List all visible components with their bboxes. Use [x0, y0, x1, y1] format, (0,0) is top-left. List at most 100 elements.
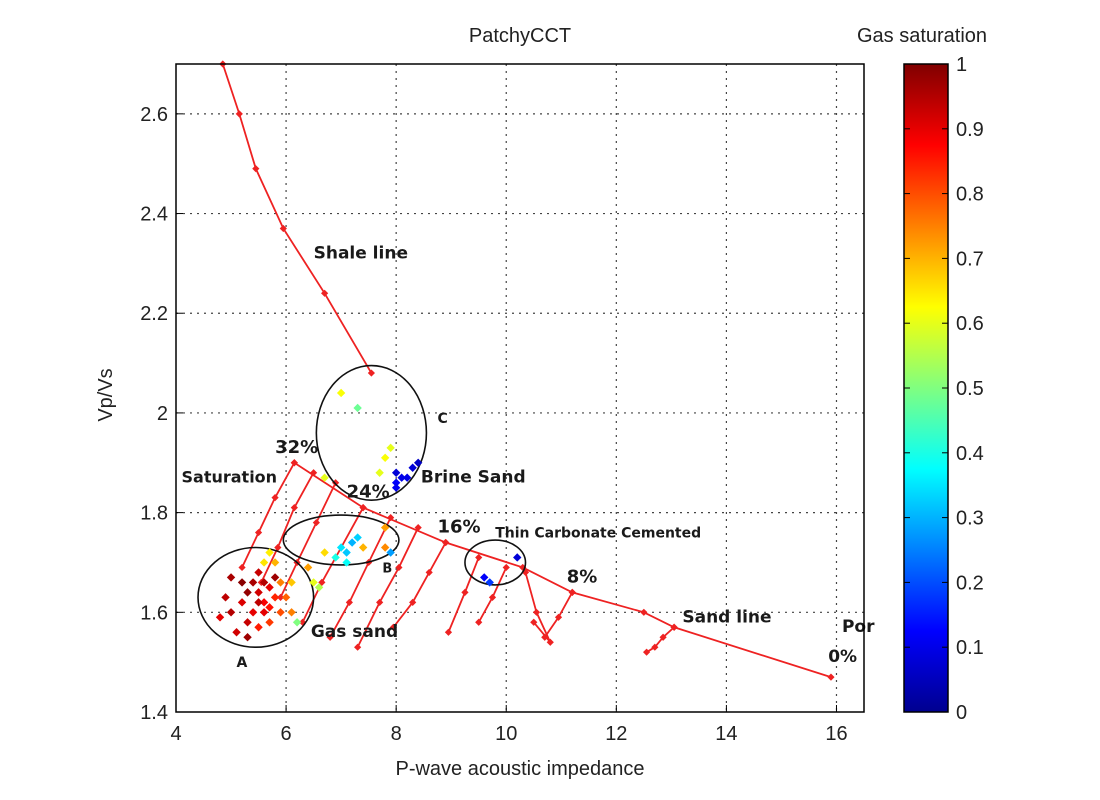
- annotation-label: 24%: [347, 482, 390, 503]
- data-point: [226, 573, 236, 582]
- data-point: [265, 603, 274, 612]
- annotation-label: A: [237, 655, 248, 671]
- cluster-ellipses: [197, 364, 527, 648]
- colorbar-tick-label: 0: [956, 702, 967, 724]
- data-point: [243, 618, 252, 627]
- saturation-line-marker: [541, 633, 549, 641]
- data-point: [386, 443, 395, 453]
- chart-title: PatchyCCT: [469, 25, 571, 47]
- data-point: [292, 618, 302, 627]
- saturation-line-marker: [532, 608, 541, 616]
- annotation-label: Brine Sand: [421, 468, 526, 488]
- saturation-line-marker: [475, 618, 483, 626]
- saturation-line: [392, 542, 447, 628]
- y-tick-label: 2.4: [140, 204, 168, 226]
- saturation-line-marker: [444, 628, 453, 636]
- saturation-line-marker: [502, 563, 510, 572]
- cluster-ellipse: [464, 539, 527, 586]
- data-point: [485, 578, 494, 587]
- data-point: [353, 403, 362, 413]
- data-point: [331, 553, 340, 562]
- colorbar-tick-label: 0.2: [956, 572, 984, 594]
- data-point: [237, 598, 247, 607]
- annotation-label: B: [382, 561, 392, 576]
- data-point: [380, 453, 390, 462]
- annotation-label: 8%: [567, 566, 598, 587]
- axis-ticks: 4 6 8 10 12 14 16 1.4 1.6 1.8 2 2.2 2.4 2.6: [140, 104, 847, 745]
- colorbar-tick-label: 0.4: [956, 443, 984, 465]
- x-tick-label: 6: [281, 723, 292, 745]
- data-point: [254, 568, 263, 577]
- data-point: [215, 613, 225, 622]
- data-point: [287, 578, 296, 587]
- saturation-line-marker: [409, 598, 417, 606]
- data-point: [243, 588, 252, 597]
- data-point: [276, 608, 285, 617]
- saturation-line: [241, 462, 296, 568]
- saturation-line-marker: [276, 593, 285, 601]
- sand-line-marker: [827, 673, 835, 681]
- annotation-label: Thin Carbonate Cemented: [495, 526, 701, 542]
- x-tick-label: 12: [605, 723, 627, 745]
- saturation-line-marker: [521, 568, 530, 577]
- data-point: [265, 548, 274, 557]
- data-point: [221, 593, 230, 602]
- saturation-line: [524, 572, 552, 643]
- data-point: [386, 548, 395, 557]
- shale-line-marker: [367, 369, 375, 377]
- data-point: [265, 618, 274, 627]
- data-point: [353, 533, 362, 542]
- saturation-line-marker: [568, 588, 576, 596]
- data-point: [320, 548, 329, 557]
- annotation-label: Sand line: [682, 607, 771, 627]
- annotation-label: 16%: [437, 517, 480, 538]
- shale-line: [221, 63, 373, 374]
- cluster-ellipse: [315, 364, 428, 501]
- colorbar-tick-label: 0.8: [956, 184, 984, 206]
- colorbar-tick-label: 0.3: [956, 508, 984, 530]
- data-point: [513, 553, 522, 562]
- annotation-label: Por: [842, 617, 875, 637]
- data-point: [320, 473, 329, 482]
- data-point: [259, 558, 269, 567]
- annotation-label: Saturation: [182, 468, 278, 487]
- y-tick-label: 2: [157, 403, 168, 425]
- data-point: [259, 598, 269, 607]
- data-point: [342, 548, 351, 557]
- data-point: [397, 473, 406, 482]
- saturation-line: [279, 482, 337, 598]
- colorbar-tick-label: 0.6: [956, 313, 984, 335]
- annotation-label: Shale line: [314, 243, 408, 263]
- data-point: [413, 458, 423, 467]
- colorbar-tick-label: 0.9: [956, 119, 984, 141]
- colorbar-label: Gas saturation: [857, 25, 987, 47]
- saturation-line-marker: [442, 538, 450, 547]
- saturation-line-marker: [530, 618, 538, 626]
- saturation-line-marker: [312, 518, 320, 527]
- saturation-line-marker: [354, 643, 362, 651]
- data-point: [391, 483, 401, 492]
- annotation-label: 32%: [275, 437, 318, 458]
- saturation-line: [329, 517, 392, 638]
- sand-line: [293, 462, 832, 678]
- data-point: [248, 578, 258, 587]
- saturation-line-marker: [395, 563, 403, 572]
- colorbar-tick-label: 1: [956, 54, 967, 76]
- data-point: [237, 578, 247, 587]
- saturation-line-marker: [488, 593, 497, 601]
- data-point: [480, 573, 489, 582]
- data-point: [358, 543, 368, 552]
- saturation-line-marker: [326, 633, 334, 641]
- saturation-line-marker: [414, 523, 422, 532]
- saturation-line-marker: [659, 633, 667, 641]
- annotation-label: Gas sand: [311, 622, 398, 642]
- x-tick-label: 10: [495, 723, 517, 745]
- saturation-line: [646, 626, 675, 653]
- data-point: [309, 578, 318, 587]
- saturation-line-marker: [298, 618, 307, 626]
- saturation-line-marker: [389, 623, 398, 631]
- saturation-line-marker: [642, 648, 651, 656]
- y-tick-label: 1.6: [140, 602, 168, 624]
- y-tick-label: 1.4: [140, 702, 168, 724]
